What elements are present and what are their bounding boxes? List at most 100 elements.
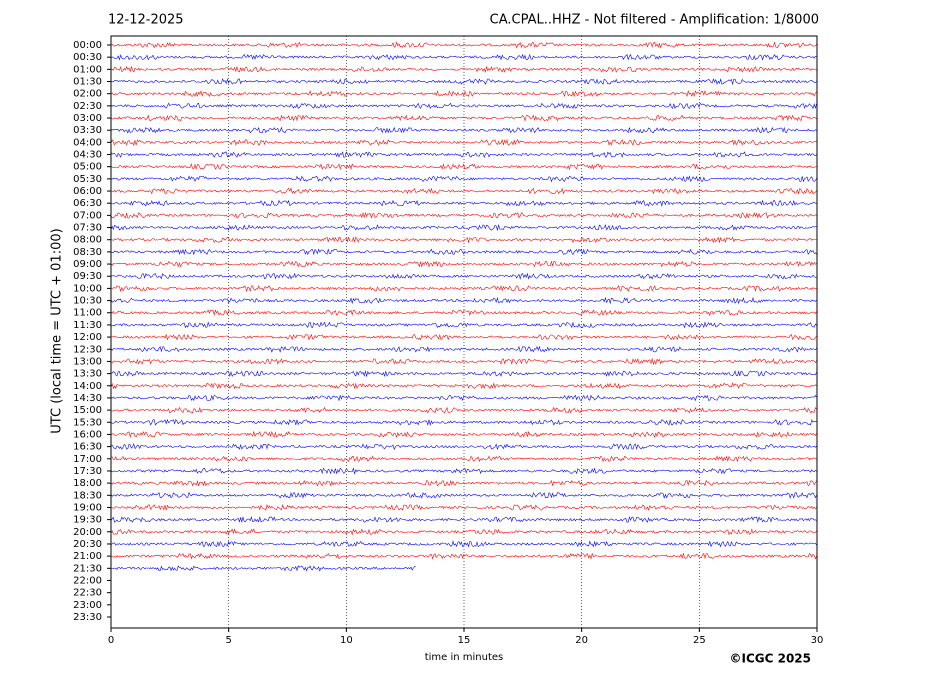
- y-tick-label: 05:30: [73, 174, 102, 185]
- y-tick-label: 20:00: [73, 527, 102, 538]
- x-tick-label: 5: [225, 635, 231, 646]
- trace: [110, 284, 817, 293]
- y-tick-label: 19:30: [73, 515, 102, 526]
- y-tick-label: 01:30: [73, 77, 102, 88]
- trace: [110, 41, 817, 49]
- y-tick-label: 18:00: [73, 478, 102, 489]
- trace: [110, 296, 817, 305]
- trace: [110, 333, 817, 341]
- trace: [110, 515, 817, 523]
- y-tick-label: 00:00: [73, 40, 102, 51]
- y-tick-label: 22:00: [73, 575, 102, 586]
- trace: [110, 503, 817, 511]
- y-tick-label: 04:00: [73, 137, 102, 148]
- trace: [110, 175, 817, 183]
- x-tick-label: 10: [340, 635, 353, 646]
- title-left: 12-12-2025: [108, 13, 184, 28]
- x-axis-label: time in minutes: [425, 652, 504, 663]
- trace: [110, 467, 817, 475]
- y-tick-label: 21:30: [73, 563, 102, 574]
- trace: [110, 211, 817, 219]
- y-tick-label: 07:00: [73, 210, 102, 221]
- y-tick-label: 15:00: [73, 405, 102, 416]
- y-tick-label: 11:30: [73, 320, 102, 331]
- y-axis-label: UTC (local time = UTC + 01:00): [50, 228, 65, 433]
- trace: [110, 418, 817, 426]
- trace: [110, 248, 817, 256]
- trace: [110, 199, 817, 207]
- trace: [110, 78, 817, 86]
- y-tick-label: 13:00: [73, 356, 102, 367]
- trace: [110, 321, 817, 329]
- y-tick-label: 23:00: [73, 600, 102, 611]
- y-tick-label: 08:00: [73, 235, 102, 246]
- y-tick-label: 10:30: [73, 296, 102, 307]
- trace: [110, 138, 817, 146]
- x-tick-label: 20: [575, 635, 588, 646]
- y-tick-label: 09:30: [73, 271, 102, 282]
- y-tick-label: 17:30: [73, 466, 102, 477]
- y-tick-label: 14:00: [73, 381, 102, 392]
- y-tick-label: 08:30: [73, 247, 102, 258]
- trace: [110, 479, 817, 487]
- y-tick-label: 02:30: [73, 101, 102, 112]
- y-tick-label: 03:30: [73, 125, 102, 136]
- trace: [110, 223, 817, 232]
- trace: [110, 126, 817, 134]
- trace: [110, 53, 817, 61]
- trace: [110, 394, 817, 402]
- y-tick-label: 21:00: [73, 551, 102, 562]
- trace: [110, 102, 817, 110]
- trace: [110, 345, 817, 353]
- y-tick-label: 20:30: [73, 539, 102, 550]
- trace: [110, 187, 817, 195]
- x-tick-label: 15: [458, 635, 471, 646]
- trace: [110, 382, 817, 390]
- trace: [110, 90, 817, 98]
- y-tick-label: 15:30: [73, 417, 102, 428]
- trace: [110, 491, 817, 499]
- trace: [110, 406, 817, 414]
- y-tick-label: 17:00: [73, 454, 102, 465]
- y-tick-label: 12:30: [73, 344, 102, 355]
- y-tick-label: 19:00: [73, 502, 102, 513]
- title-right: CA.CPAL..HHZ - Not filtered - Amplificat…: [490, 13, 819, 28]
- trace: [110, 65, 817, 73]
- y-tick-label: 01:00: [73, 64, 102, 75]
- y-tick-label: 06:00: [73, 186, 102, 197]
- y-tick-label: 06:30: [73, 198, 102, 209]
- y-tick-label: 03:00: [73, 113, 102, 124]
- trace: [110, 260, 817, 268]
- trace: [110, 151, 817, 158]
- y-tick-label: 00:30: [73, 52, 102, 63]
- y-tick-label: 04:30: [73, 150, 102, 161]
- y-tick-label: 02:00: [73, 89, 102, 100]
- y-tick-label: 07:30: [73, 223, 102, 234]
- trace: [111, 370, 817, 378]
- trace: [110, 430, 817, 439]
- y-tick-label: 09:00: [73, 259, 102, 270]
- x-tick-label: 25: [693, 635, 706, 646]
- y-tick-label: 22:30: [73, 588, 102, 599]
- trace: [110, 455, 817, 463]
- trace: [110, 565, 416, 572]
- y-tick-label: 16:30: [73, 442, 102, 453]
- y-tick-label: 12:00: [73, 332, 102, 343]
- trace: [110, 236, 817, 244]
- trace: [110, 443, 817, 451]
- y-tick-label: 14:30: [73, 393, 102, 404]
- x-tick-label: 0: [108, 635, 114, 646]
- y-tick-label: 16:00: [73, 429, 102, 440]
- y-tick-label: 05:00: [73, 162, 102, 173]
- trace: [110, 114, 817, 122]
- trace: [110, 272, 817, 280]
- y-tick-label: 11:00: [73, 308, 102, 319]
- trace: [110, 163, 817, 171]
- x-tick-label: 30: [811, 635, 824, 646]
- y-tick-label: 18:30: [73, 490, 102, 501]
- y-tick-label: 13:30: [73, 369, 102, 380]
- trace: [110, 552, 817, 560]
- y-tick-label: 23:30: [73, 612, 102, 623]
